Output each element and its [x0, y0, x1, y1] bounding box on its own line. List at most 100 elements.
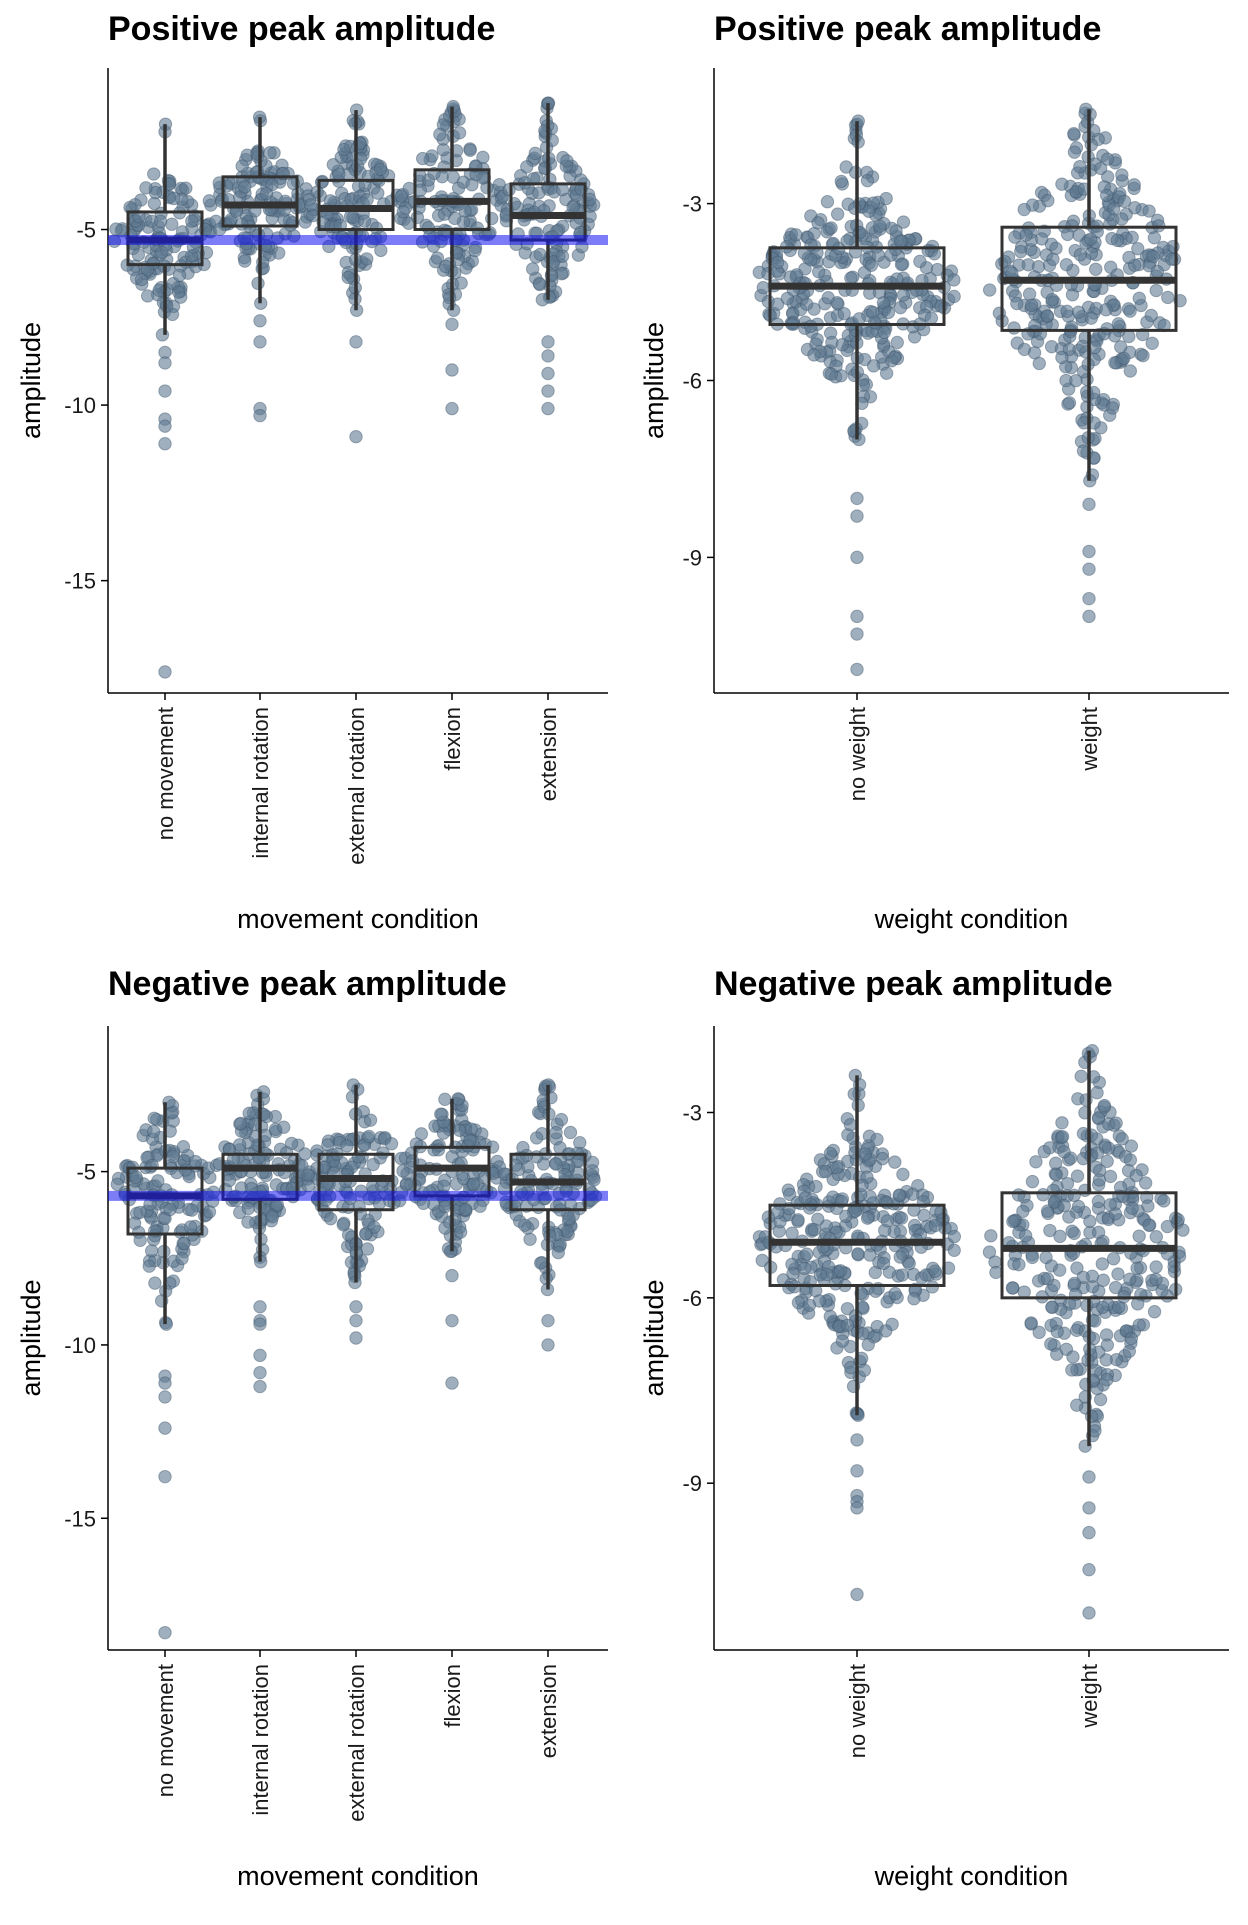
data-point	[1105, 401, 1120, 415]
data-point	[1095, 1257, 1110, 1271]
data-point	[525, 262, 540, 276]
data-point	[1084, 1128, 1099, 1142]
y-tick-label: -10	[64, 1333, 96, 1358]
data-point	[133, 1233, 147, 1248]
data-point	[445, 317, 459, 332]
data-point	[1090, 1146, 1105, 1160]
data-point	[253, 1300, 267, 1314]
data-point	[1122, 250, 1136, 265]
data-point	[1039, 1250, 1053, 1265]
data-point	[1075, 339, 1090, 353]
data-point	[158, 1625, 172, 1640]
data-point	[1005, 1281, 1020, 1295]
data-point	[165, 217, 179, 231]
data-point	[253, 1365, 267, 1380]
data-point	[1025, 1250, 1040, 1265]
data-point	[253, 1348, 267, 1363]
data-point	[1084, 311, 1098, 325]
data-point	[913, 254, 927, 269]
data-point	[877, 325, 892, 340]
data-point	[1082, 497, 1096, 512]
data-point	[906, 1187, 920, 1201]
data-point	[850, 627, 864, 641]
x-axis-label: weight condition	[874, 1861, 1069, 1891]
data-point	[133, 1205, 147, 1220]
data-point	[820, 195, 835, 209]
data-point	[1008, 230, 1022, 244]
data-point	[445, 1376, 459, 1390]
data-point	[797, 1261, 812, 1276]
data-point	[856, 378, 871, 392]
data-point	[587, 1173, 601, 1187]
data-point	[850, 509, 864, 523]
data-point	[179, 1163, 193, 1177]
data-point	[761, 1210, 776, 1224]
data-point	[1123, 304, 1137, 318]
data-point	[852, 432, 866, 447]
data-point	[1073, 248, 1088, 262]
data-point	[529, 1131, 544, 1145]
data-point	[1055, 1129, 1070, 1144]
data-point	[459, 1202, 473, 1217]
x-tick-label: no weight	[845, 1664, 870, 1758]
data-point	[1042, 1141, 1057, 1155]
data-point	[1110, 233, 1125, 248]
data-point	[188, 1154, 203, 1169]
data-point	[1111, 1267, 1125, 1281]
data-point	[415, 151, 430, 166]
data-point	[1074, 1069, 1088, 1084]
data-point	[155, 328, 170, 342]
data-point	[896, 1167, 910, 1182]
data-point	[158, 1376, 172, 1390]
data-point	[1082, 1562, 1096, 1577]
data-point	[850, 609, 864, 624]
x-tick-label: no movement	[153, 1664, 178, 1797]
y-tick-label: -9	[682, 545, 702, 570]
data-point	[437, 207, 452, 221]
data-point	[1067, 145, 1082, 159]
y-tick-label: -6	[682, 369, 702, 394]
data-point	[1012, 1257, 1026, 1272]
data-point	[880, 1196, 894, 1210]
x-axis-label: movement condition	[237, 1861, 479, 1891]
data-point	[879, 191, 893, 206]
panel-title: Positive peak amplitude	[108, 10, 496, 48]
data-point	[1131, 242, 1145, 256]
data-point	[1090, 1086, 1104, 1100]
x-tick-label: extension	[536, 707, 561, 801]
data-point	[1036, 1188, 1050, 1202]
data-point	[1127, 178, 1141, 192]
data-point	[870, 1132, 884, 1147]
data-point	[560, 154, 574, 168]
x-tick-label: flexion	[440, 1664, 465, 1728]
x-tick-label: internal rotation	[248, 707, 273, 859]
data-point	[222, 1173, 237, 1188]
data-point	[310, 185, 324, 199]
data-point	[442, 290, 457, 305]
data-point	[807, 348, 821, 362]
data-point	[1136, 348, 1150, 363]
data-point	[1010, 296, 1024, 311]
data-point	[1107, 202, 1121, 216]
data-point	[863, 1248, 877, 1262]
data-point	[396, 1164, 410, 1178]
data-point	[866, 359, 881, 373]
data-point	[185, 214, 199, 228]
data-point	[349, 1331, 363, 1345]
data-point	[1123, 364, 1138, 378]
data-point	[431, 1143, 446, 1157]
data-point	[879, 1324, 893, 1338]
data-point	[555, 249, 570, 263]
data-point	[924, 311, 939, 325]
data-point	[1072, 228, 1086, 242]
data-point	[1082, 1525, 1096, 1540]
data-point	[534, 1256, 548, 1270]
data-point	[158, 1469, 172, 1484]
data-point	[445, 401, 459, 416]
data-point	[1029, 1155, 1043, 1169]
data-point	[129, 1170, 143, 1184]
data-point	[1106, 1252, 1121, 1266]
data-point	[541, 401, 555, 416]
data-point	[1022, 287, 1037, 301]
data-point	[811, 216, 825, 230]
